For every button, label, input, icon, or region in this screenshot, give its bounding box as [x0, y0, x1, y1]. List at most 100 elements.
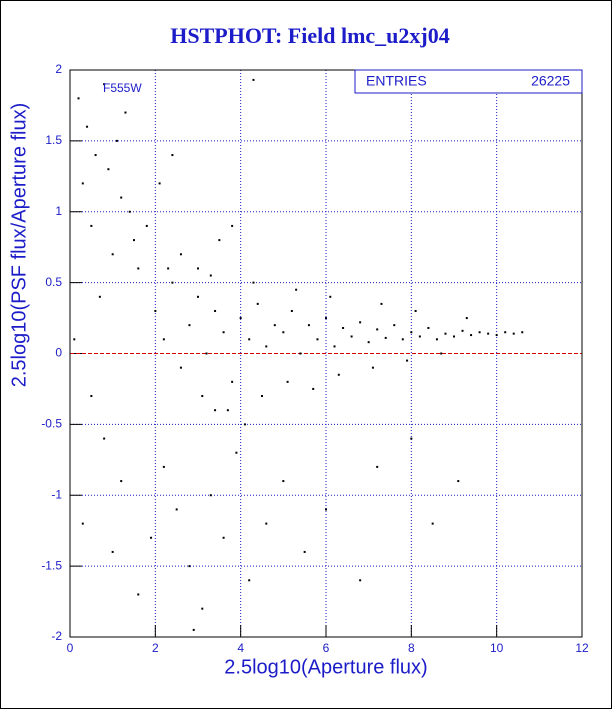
point: [145, 224, 148, 227]
point: [380, 302, 383, 305]
point: [282, 331, 285, 334]
point: [98, 295, 101, 298]
point: [94, 154, 97, 157]
x-tick-label: 2: [152, 641, 159, 655]
point: [248, 579, 251, 582]
point: [295, 288, 298, 291]
point: [201, 607, 204, 610]
point: [521, 331, 524, 334]
point: [376, 328, 379, 331]
y-tick-label: -2: [51, 629, 62, 643]
y-tick-label: -0.5: [41, 417, 62, 431]
point: [470, 334, 473, 337]
point: [111, 253, 114, 256]
point: [512, 332, 515, 335]
point: [197, 295, 199, 298]
point: [107, 168, 110, 171]
point: [218, 239, 221, 242]
point: [406, 359, 409, 362]
point: [504, 331, 507, 334]
point: [376, 465, 379, 468]
point: [457, 480, 460, 483]
point: [303, 550, 306, 553]
point: [124, 111, 127, 114]
y-tick-label: 0.5: [45, 275, 62, 289]
point: [90, 224, 93, 227]
point: [418, 335, 421, 338]
point: [115, 139, 118, 142]
x-tick-label: 0: [67, 641, 74, 655]
point: [103, 83, 106, 86]
stats-box: [354, 69, 583, 94]
point: [158, 182, 161, 185]
annotation: F555W: [103, 81, 142, 95]
point: [252, 281, 255, 284]
point: [350, 335, 353, 338]
point: [410, 437, 413, 440]
point: [325, 508, 327, 511]
y-tick-label: -1: [51, 487, 62, 501]
point: [427, 326, 430, 329]
point: [495, 334, 498, 337]
point: [239, 317, 242, 320]
point: [179, 253, 182, 256]
y-tick-label: 0: [55, 346, 62, 360]
point: [371, 366, 374, 369]
point: [256, 302, 259, 305]
chart-title: HSTPHOT: Field lmc_u2xj04: [170, 23, 449, 48]
point: [231, 380, 234, 383]
point: [171, 281, 174, 284]
point: [188, 565, 191, 568]
point: [120, 480, 123, 483]
point: [77, 97, 80, 100]
point: [393, 324, 396, 327]
point: [286, 380, 289, 383]
point: [162, 338, 165, 341]
point: [248, 338, 251, 341]
point: [461, 329, 464, 332]
point: [209, 274, 212, 277]
point: [337, 373, 340, 376]
point: [290, 309, 293, 312]
point: [81, 522, 84, 525]
point: [226, 409, 229, 412]
point: [410, 331, 413, 334]
point: [90, 395, 93, 398]
y-tick-label: 1.5: [45, 133, 62, 147]
point: [209, 494, 212, 497]
point: [214, 409, 217, 412]
point: [128, 210, 131, 213]
point: [81, 182, 84, 185]
point: [299, 352, 302, 355]
point: [444, 332, 447, 335]
point: [111, 550, 114, 553]
stats-label: ENTRIES: [366, 73, 427, 89]
point: [86, 125, 89, 128]
y-tick-label: -1.5: [41, 558, 62, 572]
x-axis-title: 2.5log10(Aperture flux): [224, 656, 427, 678]
point: [133, 239, 135, 242]
point: [201, 395, 204, 398]
point: [192, 628, 195, 631]
point: [179, 366, 182, 369]
point: [453, 335, 455, 338]
point: [401, 338, 404, 341]
point: [235, 451, 238, 454]
point: [154, 309, 157, 312]
point: [478, 331, 481, 334]
point: [197, 267, 199, 270]
point: [175, 508, 178, 511]
point: [214, 309, 217, 312]
point: [231, 224, 234, 227]
point: [252, 78, 255, 81]
x-tick-label: 4: [237, 641, 244, 655]
point: [316, 338, 319, 341]
point: [359, 579, 362, 582]
point: [167, 267, 170, 270]
point: [307, 324, 310, 327]
point: [205, 352, 208, 355]
x-tick-label: 12: [575, 641, 589, 655]
point: [103, 437, 106, 440]
point: [414, 309, 417, 312]
